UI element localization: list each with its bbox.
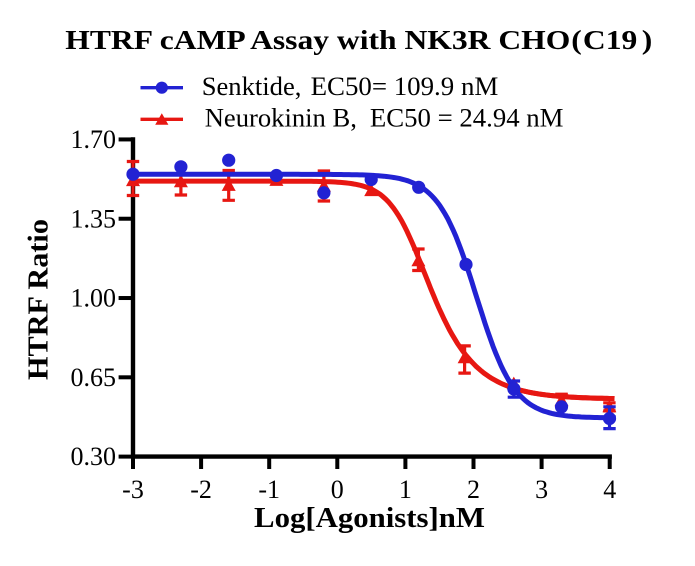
svg-text:EC50 = 24.94 nM: EC50 = 24.94 nM <box>370 103 564 133</box>
svg-text:-3: -3 <box>122 475 144 504</box>
svg-text:4: 4 <box>603 475 616 504</box>
svg-text:1.00: 1.00 <box>71 284 117 313</box>
svg-text:HTRF Ratio: HTRF Ratio <box>24 219 55 380</box>
svg-text:-1: -1 <box>258 475 280 504</box>
svg-text:0.30: 0.30 <box>71 442 117 471</box>
svg-text:1.35: 1.35 <box>71 204 117 233</box>
svg-text:-2: -2 <box>190 475 212 504</box>
svg-text:2: 2 <box>467 475 480 504</box>
svg-text:HTRF cAMP Assay with NK3R CHO(: HTRF cAMP Assay with NK3R CHO(C19) <box>65 26 652 55</box>
svg-text:Senktide,: Senktide, <box>202 71 302 101</box>
svg-text:1.70: 1.70 <box>71 125 117 154</box>
svg-text:Neurokinin B,: Neurokinin B, <box>205 103 357 133</box>
svg-text:0.65: 0.65 <box>71 363 117 392</box>
svg-text:0: 0 <box>331 475 344 504</box>
svg-text:1: 1 <box>399 475 412 504</box>
svg-text:Log[Agonists]nM: Log[Agonists]nM <box>254 503 485 533</box>
svg-text:EC50= 109.9 nM: EC50= 109.9 nM <box>311 71 499 101</box>
svg-text:3: 3 <box>535 475 548 504</box>
